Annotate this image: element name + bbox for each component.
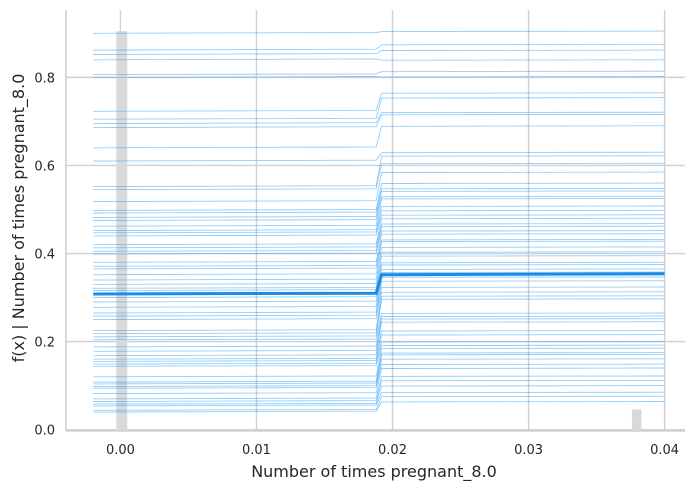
ice-line (93, 280, 665, 317)
ice-line (93, 214, 665, 237)
ice-line (93, 58, 665, 61)
ice-line (93, 321, 665, 357)
y-ticks: 0.0 0.2 0.4 0.6 0.8 (34, 71, 55, 438)
rug-mark (116, 31, 128, 432)
ice-line (93, 92, 665, 112)
y-tick-label: 0.6 (34, 159, 55, 174)
ice-line (93, 30, 665, 34)
ice-line (93, 291, 665, 332)
x-tick: 0.02 (378, 443, 407, 458)
ice-line (93, 391, 665, 407)
x-axis-label: Number of times pregnant_8.0 (251, 462, 497, 482)
ice-line (93, 347, 665, 378)
ice-line (93, 330, 665, 360)
x-tick-label: 0.03 (514, 443, 543, 458)
ice-lines (93, 30, 665, 413)
x-tick-label: 0.02 (378, 443, 407, 458)
ice-line (93, 43, 665, 51)
ice-line (93, 76, 665, 78)
ice-line (93, 151, 665, 162)
x-tick-label: 0.01 (242, 443, 271, 458)
x-tick-label: 0.04 (650, 443, 679, 458)
ice-line (93, 195, 665, 221)
average-line (93, 272, 665, 296)
x-tick: 0.00 (106, 443, 135, 458)
ice-line (93, 113, 665, 129)
ice-line (93, 363, 665, 389)
ice-line (93, 190, 665, 218)
y-tick: 0.2 (34, 336, 55, 351)
ice-line (93, 401, 665, 413)
x-ticks: 0.00 0.01 0.02 0.03 0.04 (106, 443, 679, 458)
ice-line (93, 182, 665, 211)
ice-line (93, 276, 665, 314)
ice-line (93, 225, 665, 252)
ice-line (93, 162, 665, 191)
ice-line (93, 341, 665, 365)
y-tick: 0.0 (34, 424, 55, 439)
ice-line (93, 233, 665, 263)
ice-line (93, 353, 665, 385)
average-line-layer (93, 272, 665, 296)
y-axis-label: f(x) | Number of times pregnant_8.0 (9, 74, 29, 363)
ice-line (93, 251, 665, 281)
ice-line (93, 187, 665, 214)
ice-line (93, 385, 665, 405)
grid-layer (66, 10, 685, 431)
ice-line (93, 312, 665, 341)
ice-line (93, 97, 665, 120)
ice-line (93, 230, 665, 255)
ice-line (93, 155, 665, 188)
y-tick-label: 0.4 (34, 248, 55, 263)
ice-line (93, 240, 665, 270)
ice-line (93, 315, 665, 348)
ice-line (93, 298, 665, 338)
ice-line (93, 205, 665, 232)
ice-line (93, 171, 665, 203)
ice-line (93, 70, 665, 76)
ice-line (93, 209, 665, 234)
ice-line (93, 49, 665, 55)
ice-line (93, 334, 665, 362)
y-tick-label: 0.2 (34, 336, 55, 351)
ice-line (93, 295, 665, 335)
ice-line (93, 367, 665, 395)
ice-line (93, 358, 665, 387)
y-tick: 0.6 (34, 159, 55, 174)
rug-layer (116, 31, 642, 432)
ice-line (93, 344, 665, 367)
rug-mark (631, 409, 642, 431)
ice-line (93, 255, 665, 285)
x-tick: 0.04 (650, 443, 679, 458)
ice-line (93, 375, 665, 400)
ice-line (93, 198, 665, 227)
x-tick-label: 0.00 (106, 443, 135, 458)
ice-line (93, 125, 665, 149)
x-tick: 0.01 (242, 443, 271, 458)
ice-line (93, 217, 665, 246)
y-tick-label: 0.0 (34, 424, 55, 439)
ice-line (93, 286, 665, 321)
x-tick: 0.03 (514, 443, 543, 458)
ice-line (93, 223, 665, 249)
ice-line (93, 379, 665, 402)
axes (65, 10, 685, 432)
y-tick-label: 0.8 (34, 71, 55, 86)
ice-line (93, 111, 665, 125)
ice-line (93, 246, 665, 276)
y-tick: 0.4 (34, 248, 55, 263)
ice-line (93, 264, 665, 291)
ice-line (93, 395, 665, 411)
ice-line (93, 261, 665, 289)
y-tick: 0.8 (34, 71, 55, 86)
ice-line (93, 318, 665, 352)
